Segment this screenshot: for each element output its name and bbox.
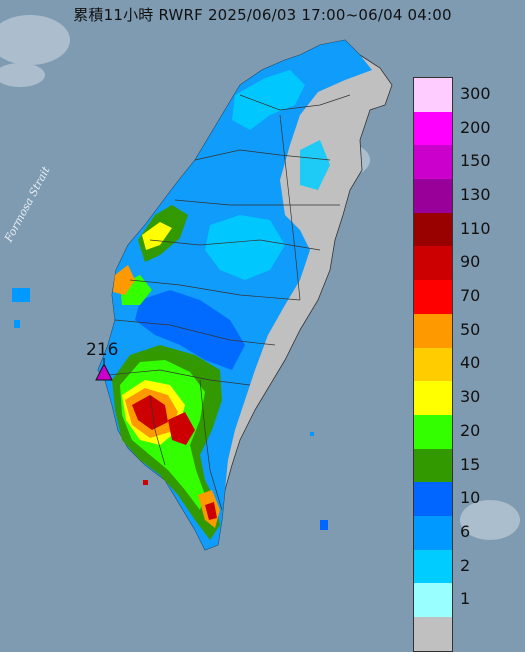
- county-boundaries: [107, 94, 351, 511]
- legend-swatch: [414, 111, 452, 146]
- legend-label: 70: [460, 286, 481, 306]
- color-legend: [413, 77, 453, 652]
- legend-swatch: [414, 617, 452, 651]
- rain-red-inland: [168, 412, 195, 445]
- legend-swatch: [414, 313, 452, 348]
- rain-light-blue-north: [232, 70, 305, 130]
- legend-label: 200: [460, 117, 491, 137]
- map-title: 累積11小時 RWRF 2025/06/03 17:00~06/04 04:00: [73, 6, 452, 24]
- legend-swatch: [414, 549, 452, 584]
- legend-label: 2: [460, 555, 471, 575]
- rain-yellow-north-coast: [142, 222, 172, 250]
- offshore-islands: [12, 288, 328, 530]
- max-rainfall-marker: [95, 362, 113, 381]
- max-value-label: 216: [86, 340, 119, 360]
- legend-swatch: [414, 482, 452, 516]
- rain-orange-north-coast: [113, 265, 135, 295]
- legend-label: 15: [460, 454, 481, 474]
- legend-swatch: [414, 212, 452, 247]
- legend-label: 130: [460, 184, 491, 204]
- legend-swatch: [414, 414, 452, 449]
- legend-swatch: [414, 78, 452, 112]
- legend-label: 300: [460, 83, 491, 103]
- legend-swatch: [414, 448, 452, 483]
- legend-label: 50: [460, 319, 481, 339]
- legend-label: 40: [460, 353, 481, 373]
- rain-light-blue-east: [300, 140, 330, 190]
- legend-label: 20: [460, 420, 481, 440]
- rain-red-zone: [132, 395, 168, 430]
- rain-light-blue-central: [205, 215, 285, 280]
- legend-swatch: [414, 179, 452, 213]
- legend-swatch: [414, 280, 452, 314]
- legend-label: 110: [460, 218, 491, 238]
- legend-label: 6: [460, 521, 471, 541]
- legend-swatch: [414, 145, 452, 180]
- legend-swatch: [414, 347, 452, 382]
- legend-label: 30: [460, 387, 481, 407]
- legend-swatch: [414, 381, 452, 415]
- legend-label: 90: [460, 252, 481, 272]
- legend-label: 1: [460, 589, 471, 609]
- legend-swatch: [414, 515, 452, 550]
- legend-label: 10: [460, 488, 481, 508]
- legend-swatch: [414, 246, 452, 281]
- legend-swatch: [414, 583, 452, 617]
- rain-red-southtip: [205, 502, 217, 520]
- legend-label: 150: [460, 151, 491, 171]
